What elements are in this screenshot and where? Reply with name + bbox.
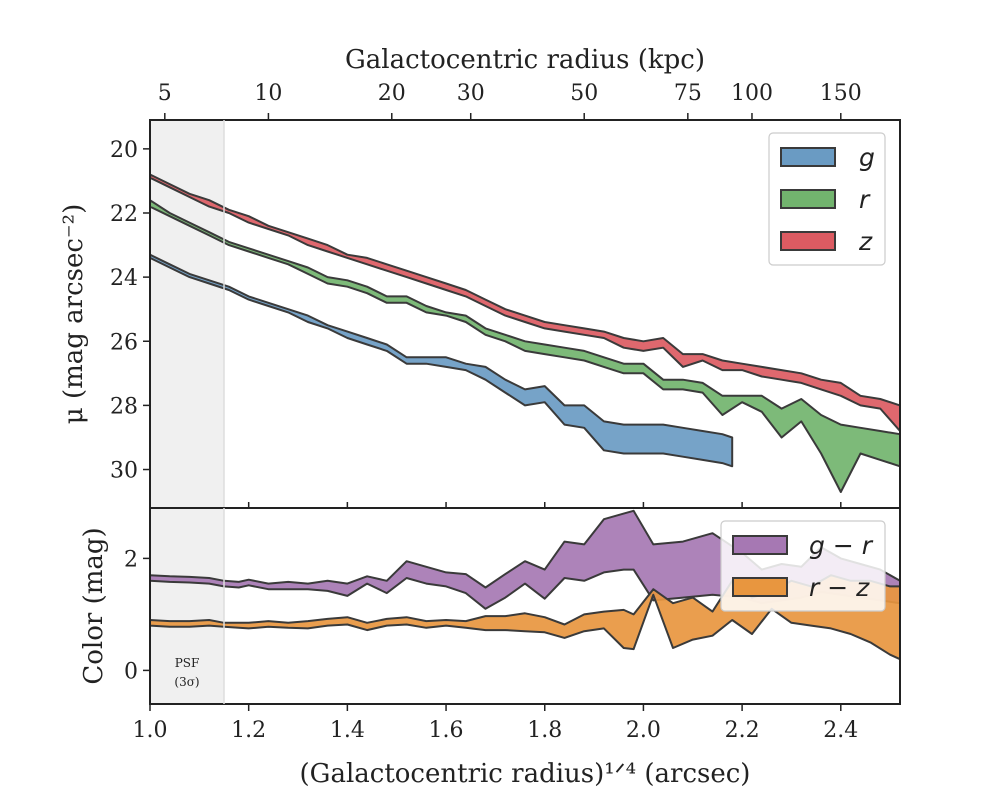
kpc-tick-label: 10 <box>254 81 282 106</box>
y-tick-label: 20 <box>110 138 138 163</box>
x-tick-label: 1.8 <box>527 718 562 743</box>
kpc-tick-label: 50 <box>570 81 598 106</box>
top-y-axis-title: μ (mag arcsec⁻²) <box>59 204 89 424</box>
bottom-x-axis-title: (Galactocentric radius)¹ᐟ⁴ (arcsec) <box>300 759 751 789</box>
legend-swatch-g_minus_r <box>732 535 788 555</box>
x-tick-label: 1.2 <box>231 718 266 743</box>
psf-label: PSF <box>175 656 200 670</box>
legend-label-g_minus_r: g − r <box>809 531 874 560</box>
x-tick-label: 1.6 <box>429 718 464 743</box>
y-tick-label: 24 <box>110 266 138 291</box>
kpc-tick-label: 150 <box>820 81 862 106</box>
x-tick-label: 2.2 <box>725 718 760 743</box>
bottom-y-ticks: 02 <box>124 547 150 684</box>
kpc-tick-label: 5 <box>158 81 172 106</box>
psf-sublabel: (3σ) <box>174 675 199 689</box>
bottom-y-axis-title: Color (mag) <box>79 527 109 684</box>
legend-swatch-r_minus_z <box>732 577 788 597</box>
legend-label-r_minus_z: r − z <box>809 573 870 602</box>
y-tick-label: 2 <box>124 547 138 572</box>
bottom-x-ticks: 1.0 1.2 1.4 1.6 1.8 2.0 2.2 2.4 <box>133 704 858 743</box>
kpc-tick-label: 30 <box>457 81 485 106</box>
top-legend: grz <box>768 132 886 266</box>
psf-shaded-region-top <box>150 120 225 508</box>
x-tick-label: 2.4 <box>823 718 858 743</box>
psf-shaded-region-bottom <box>150 508 225 704</box>
top-y-ticks: 20 22 24 26 28 30 <box>110 138 150 484</box>
x-tick-label: 1.4 <box>330 718 365 743</box>
kpc-tick-label: 100 <box>731 81 773 106</box>
y-tick-label: 26 <box>110 330 138 355</box>
legend-label-g: g <box>859 143 875 172</box>
kpc-ticks: 5 10 20 30 50 75 100 150 <box>158 81 862 120</box>
color-panel: 02 1.0 1.2 1.4 1.6 1.8 2.0 2.2 2.4 PSF (3σ) (Ga… <box>79 507 901 789</box>
y-tick-label: 30 <box>110 459 138 484</box>
top-x-axis-title: Galactocentric radius (kpc) <box>345 45 705 75</box>
bottom-legend: g − r r − z <box>720 520 886 612</box>
x-tick-label: 1.0 <box>133 718 168 743</box>
y-tick-label: 28 <box>110 394 138 419</box>
legend-label-z: z <box>858 227 873 256</box>
y-tick-label: 22 <box>110 202 138 227</box>
legend-swatch-r <box>780 189 836 209</box>
x-tick-label: 2.0 <box>626 718 661 743</box>
bottom-panel-frame <box>149 507 901 705</box>
surface-brightness-panel: 20 22 24 26 28 30 5 10 20 30 50 75 100 150 Galactoce… <box>59 45 901 509</box>
y-tick-label: 0 <box>124 659 138 684</box>
legend-label-r: r <box>859 185 871 214</box>
legend-swatch-z <box>780 231 836 251</box>
kpc-tick-label: 75 <box>674 81 702 106</box>
band-g <box>149 253 734 468</box>
legend-swatch-g <box>780 147 836 167</box>
kpc-tick-label: 20 <box>378 81 406 106</box>
